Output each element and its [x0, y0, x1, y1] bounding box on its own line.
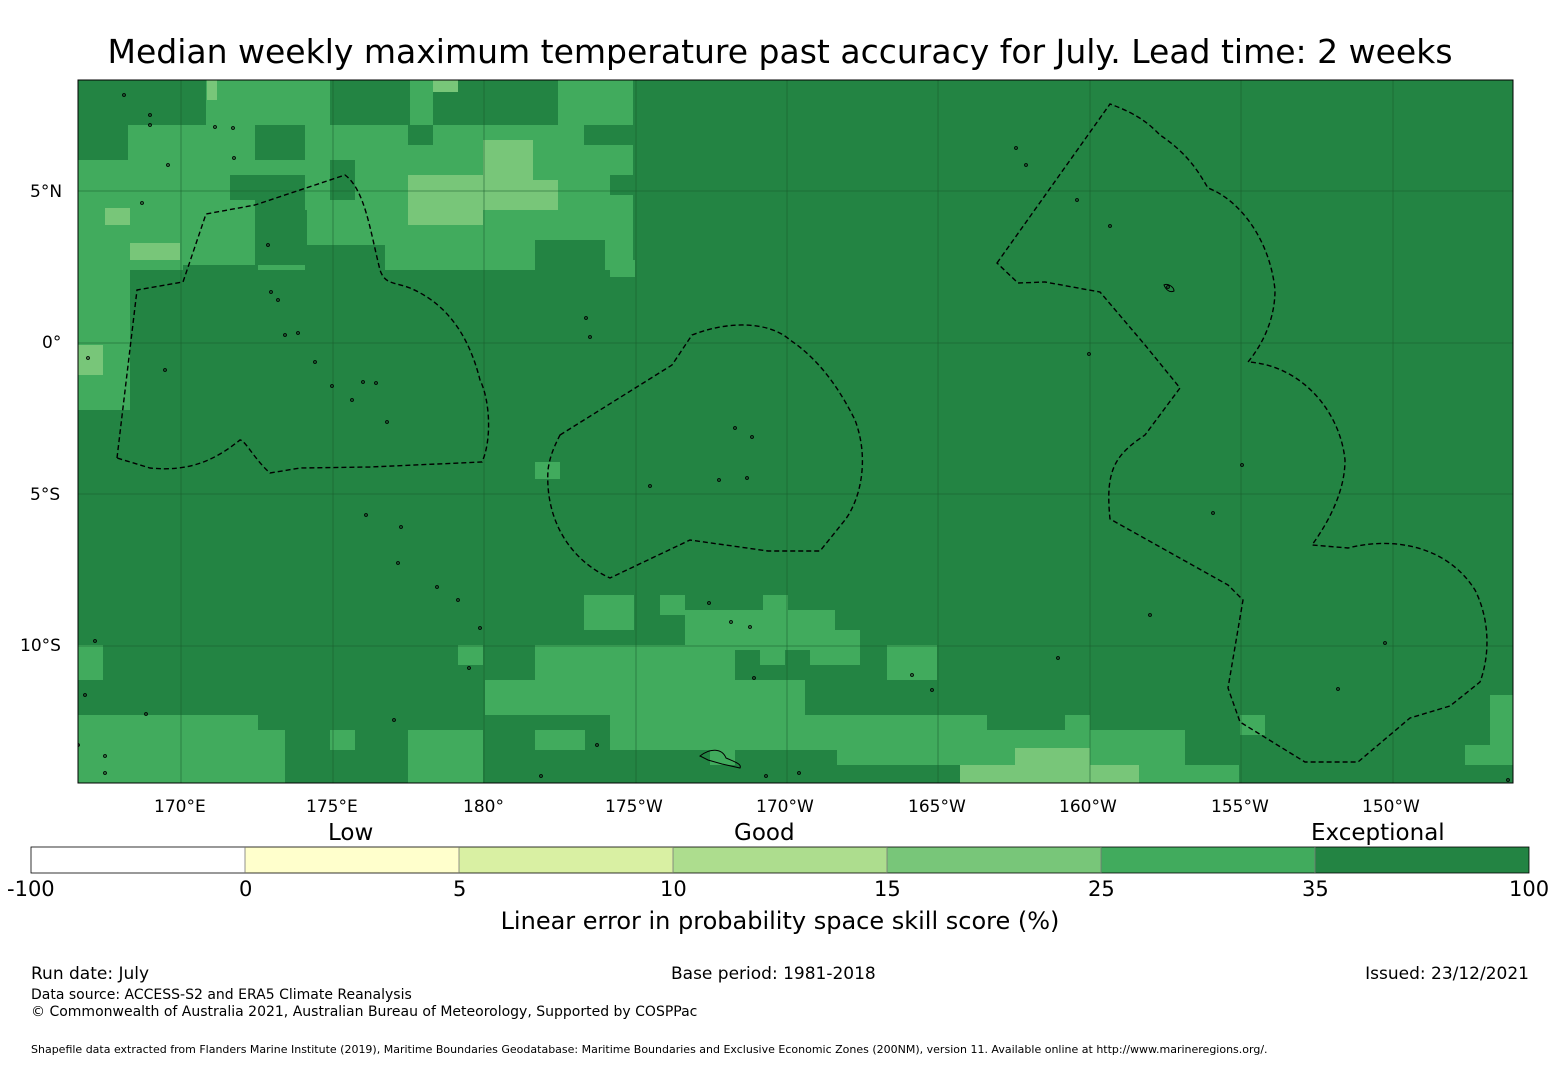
- islands: [78, 93, 1510, 782]
- lon-label-180: 180°: [463, 797, 504, 817]
- lon-label-175w: 175°W: [605, 797, 663, 817]
- lat-label-5n: 5°N: [30, 182, 63, 202]
- lon-label-160w: 160°W: [1059, 797, 1117, 817]
- data-source: Data source: ACCESS-S2 and ERA5 Climate …: [31, 987, 412, 1003]
- lon-label-155w: 155°W: [1211, 797, 1269, 817]
- lat-label-5s: 5°S: [30, 485, 61, 505]
- lon-label-170w: 170°W: [756, 797, 814, 817]
- cbar-tick-0: 0: [239, 877, 253, 901]
- lon-label-175e: 175°E: [306, 797, 358, 817]
- shapefile-credit: Shapefile data extracted from Flanders M…: [31, 1043, 1268, 1056]
- map-frame: [77, 79, 1514, 784]
- category-exceptional: Exceptional: [1311, 820, 1445, 846]
- map-title: Median weekly maximum temperature past a…: [107, 32, 1453, 71]
- category-good: Good: [734, 820, 795, 846]
- colorbar-label: Linear error in probability space skill …: [500, 907, 1060, 935]
- base-period: Base period: 1981-2018: [671, 964, 876, 984]
- lat-label-10s: 10°S: [20, 636, 61, 656]
- cbar-tick-100: 100: [1509, 877, 1550, 901]
- skill-patches: [78, 80, 1513, 783]
- cbar-tick-25: 25: [1088, 877, 1115, 901]
- cbar-tick-10: 10: [660, 877, 687, 901]
- lon-label-170e: 170°E: [154, 797, 206, 817]
- run-date: Run date: July: [31, 964, 150, 984]
- lon-label-165w: 165°W: [908, 797, 966, 817]
- cbar-tick-neg100: -100: [7, 877, 55, 901]
- lon-label-150w: 150°W: [1362, 797, 1420, 817]
- colorbar: [30, 846, 1530, 874]
- category-low: Low: [328, 820, 374, 846]
- cbar-tick-15: 15: [874, 877, 901, 901]
- eez-boundaries: [116, 103, 1488, 763]
- graticule: [78, 80, 1513, 783]
- cbar-tick-35: 35: [1302, 877, 1329, 901]
- lat-label-0: 0°: [42, 333, 62, 353]
- cbar-tick-5: 5: [453, 877, 467, 901]
- copyright: © Commonwealth of Australia 2021, Austra…: [31, 1004, 698, 1020]
- issued-date: Issued: 23/12/2021: [1365, 964, 1529, 984]
